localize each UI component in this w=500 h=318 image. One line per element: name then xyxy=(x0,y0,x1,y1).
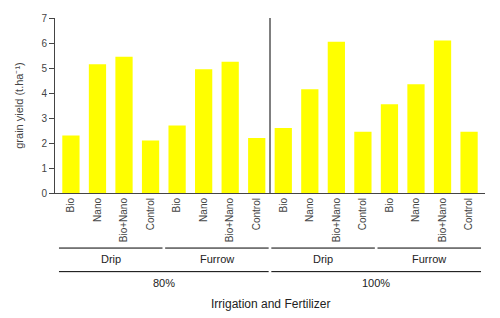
svg-text:Nano: Nano xyxy=(198,198,209,222)
svg-text:Control: Control xyxy=(463,198,474,230)
svg-text:4: 4 xyxy=(41,88,47,99)
svg-text:Bio+Nano: Bio+Nano xyxy=(437,198,448,243)
svg-text:2: 2 xyxy=(41,138,47,149)
svg-text:6: 6 xyxy=(41,38,47,49)
svg-text:Bio: Bio xyxy=(384,198,395,213)
svg-text:Bio: Bio xyxy=(65,198,76,213)
svg-text:Bio+Nano: Bio+Nano xyxy=(118,198,129,243)
svg-text:7: 7 xyxy=(41,13,47,24)
svg-text:0: 0 xyxy=(41,188,47,199)
svg-text:80%: 80% xyxy=(153,277,175,289)
svg-text:Bio: Bio xyxy=(171,198,182,213)
svg-text:Bio+Nano: Bio+Nano xyxy=(224,198,235,243)
svg-text:grain yield (t.ha⁻¹): grain yield (t.ha⁻¹) xyxy=(13,62,25,149)
svg-text:Control: Control xyxy=(357,198,368,230)
svg-text:Furrow: Furrow xyxy=(200,253,234,265)
svg-text:Drip: Drip xyxy=(313,253,333,265)
svg-text:Control: Control xyxy=(251,198,262,230)
svg-text:Irrigation and Fertilizer: Irrigation and Fertilizer xyxy=(211,297,330,311)
svg-text:Control: Control xyxy=(145,198,156,230)
svg-text:Bio: Bio xyxy=(278,198,289,213)
svg-text:Drip: Drip xyxy=(101,253,121,265)
svg-text:3: 3 xyxy=(41,113,47,124)
svg-text:Bio+Nano: Bio+Nano xyxy=(331,198,342,243)
svg-text:1: 1 xyxy=(41,163,47,174)
svg-text:Nano: Nano xyxy=(92,198,103,222)
svg-text:5: 5 xyxy=(41,63,47,74)
svg-text:100%: 100% xyxy=(362,277,390,289)
svg-text:Nano: Nano xyxy=(410,198,421,222)
svg-text:Furrow: Furrow xyxy=(412,253,446,265)
svg-text:Nano: Nano xyxy=(304,198,315,222)
